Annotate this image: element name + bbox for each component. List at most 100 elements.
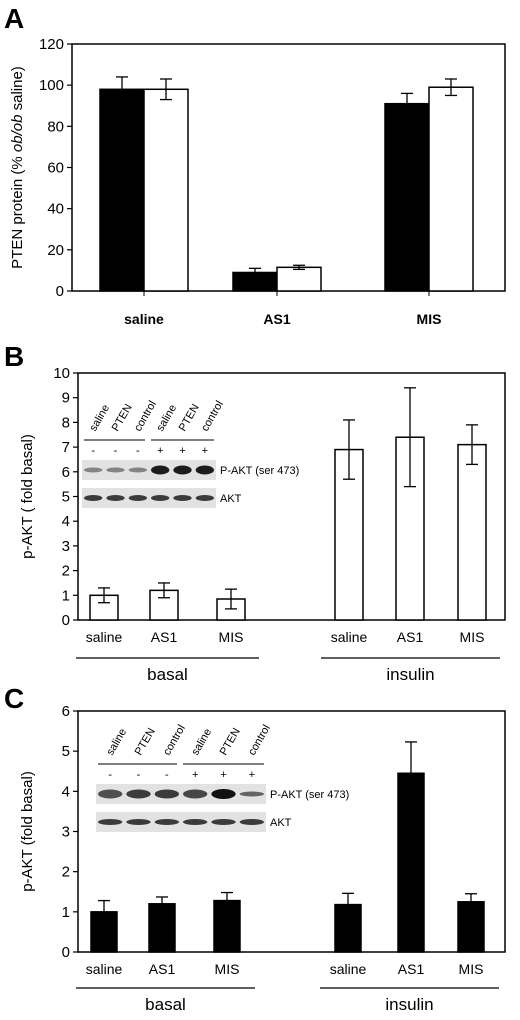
blot-lane-label: PTEN (133, 726, 158, 757)
panel-a: A 0 20 40 60 80 100 120 PTEN protein (% ob/ob sa… (4, 3, 506, 327)
y-axis-label-part: saline) (9, 66, 26, 114)
group-label: basal (145, 995, 186, 1014)
panel-c: C 0 1 2 3 4 5 6 p-AKT (fold basal) saline AS1 MIS ba… (4, 683, 506, 1014)
y-tick-label: 40 (47, 201, 64, 218)
blot-band (154, 819, 179, 825)
y-tick-label: 100 (39, 77, 64, 94)
blot-band (183, 789, 208, 799)
panel-letter-c: C (4, 683, 24, 714)
blot-lane-sign: + (179, 445, 185, 457)
y-axis-label: PTEN protein (% ob/ob saline) (9, 66, 26, 269)
y-tick-label: 0 (62, 944, 70, 961)
x-category-label: AS1 (263, 311, 290, 327)
blot-band (239, 791, 264, 797)
blot-lane-label: PTEN (177, 402, 202, 433)
blot-strip (96, 812, 266, 832)
bar (384, 102, 430, 292)
blot-band (98, 789, 123, 799)
blot-lane-sign: + (202, 445, 208, 457)
blot-lane-label: control (246, 723, 273, 758)
y-tick-label: 7 (62, 439, 70, 456)
y-tick-label: 5 (62, 743, 70, 760)
x-category-label: MIS (460, 629, 485, 645)
y-tick-label: 2 (62, 563, 70, 580)
y-tick-label: 6 (62, 703, 70, 720)
blot-band (84, 467, 103, 473)
y-tick-label: 1 (62, 904, 70, 921)
blot-band (98, 819, 123, 825)
blot-band (151, 465, 170, 475)
blot-lane-sign: - (137, 769, 141, 781)
blot-band-label: AKT (270, 817, 292, 829)
blot-lane-label: control (199, 399, 226, 434)
blot-band (173, 495, 192, 501)
y-axis-label-part: ob/ob (9, 115, 26, 153)
blot-lane-sign: + (249, 769, 255, 781)
y-tick-label: 1 (62, 587, 70, 604)
y-tick-label: 80 (47, 118, 64, 135)
x-category-label: AS1 (397, 629, 424, 645)
x-category-label: saline (86, 961, 123, 977)
blot-lane-sign: - (108, 769, 112, 781)
y-tick-label: 10 (53, 365, 70, 382)
blot-lane-label: saline (189, 727, 214, 758)
blot-band (173, 465, 192, 475)
blot-band-label: AKT (220, 493, 242, 505)
x-category-label: AS1 (149, 961, 176, 977)
blot-band (106, 467, 125, 473)
group-label: insulin (386, 665, 434, 684)
y-tick-label: 3 (62, 824, 70, 841)
y-tick-label: 60 (47, 160, 64, 177)
bar (99, 88, 145, 292)
y-axis-label: p-AKT (fold basal) (19, 771, 36, 892)
x-category-label: MIS (219, 629, 244, 645)
y-tick-label: 6 (62, 464, 70, 481)
blot-lane-label: saline (104, 727, 129, 758)
x-category-label: saline (86, 629, 123, 645)
y-tick-label: 3 (62, 538, 70, 555)
blot-strip (82, 460, 216, 480)
y-axis-label: p-AKT ( fold basal) (19, 434, 36, 559)
blot-band-label: P-AKT (ser 473) (220, 465, 299, 477)
blot-band (211, 789, 236, 799)
y-tick-label: 4 (62, 783, 70, 800)
bar (457, 443, 487, 621)
x-category-label: AS1 (151, 629, 178, 645)
y-tick-label: 8 (62, 414, 70, 431)
blot-band (84, 495, 103, 501)
blot-band (195, 465, 214, 475)
bar (148, 903, 176, 953)
panel-b: B 0 1 2 3 4 5 6 7 8 9 10 p-AKT ( fold basal) saline AS… (4, 341, 506, 684)
x-category-label: MIS (215, 961, 240, 977)
bar (149, 589, 179, 621)
blot-band (211, 819, 236, 825)
panel-letter-a: A (4, 3, 24, 34)
y-tick-label: 5 (62, 489, 70, 506)
blot-band (183, 819, 208, 825)
blot-band (195, 495, 214, 501)
blot-band (128, 467, 147, 473)
blot-band (126, 819, 151, 825)
panel-letter-b: B (4, 341, 24, 372)
x-category-label: MIS (459, 961, 484, 977)
group-label: basal (147, 665, 188, 684)
blot-band (154, 789, 179, 799)
blot-band (106, 495, 125, 501)
x-category-label: AS1 (398, 961, 425, 977)
y-tick-label: 0 (62, 612, 70, 629)
blot-band (151, 495, 170, 501)
blot-strip (82, 488, 216, 508)
y-tick-label: 0 (56, 283, 64, 300)
y-tick-label: 4 (62, 513, 70, 530)
blot-band (126, 789, 151, 799)
x-category-label: saline (330, 961, 367, 977)
y-axis-label-part: PTEN protein (% (9, 152, 26, 269)
blot-band (128, 495, 147, 501)
bar (276, 266, 322, 292)
x-category-label: saline (331, 629, 368, 645)
blot-lane-label: saline (87, 403, 112, 434)
blot-band (239, 819, 264, 825)
bar (143, 88, 189, 292)
blot-lane-label: control (161, 723, 188, 758)
